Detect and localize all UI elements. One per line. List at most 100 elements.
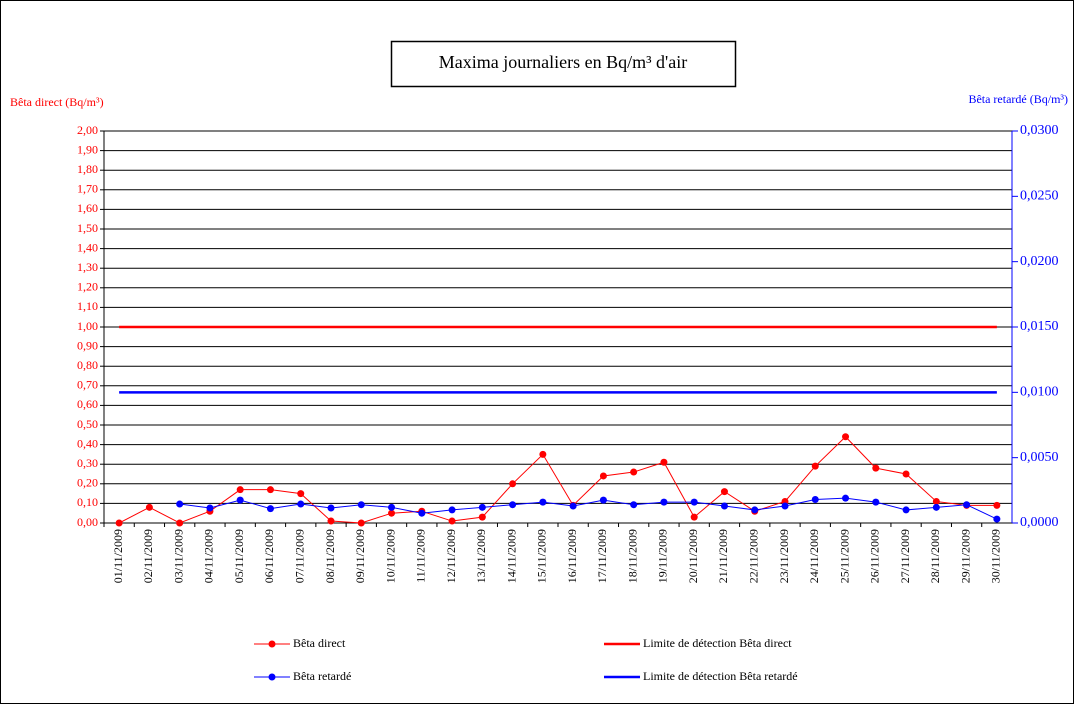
data-point (448, 517, 456, 525)
y-tick-label: 0,30 (77, 456, 98, 470)
x-tick-label: 05/11/2009 (232, 529, 246, 583)
data-point (327, 517, 335, 525)
x-tick-label: 13/11/2009 (474, 529, 488, 583)
data-point (176, 519, 184, 527)
legend-label: Limite de détection Bêta retardé (643, 669, 798, 683)
y-tick-label: 0,80 (77, 358, 98, 372)
data-point (660, 458, 668, 466)
y-tick-label: 0,50 (77, 417, 98, 431)
data-point (811, 462, 819, 470)
y-tick-label: 0,40 (77, 436, 98, 450)
x-tick-label: 04/11/2009 (202, 529, 216, 583)
series-line (118, 436, 997, 524)
y-tick-label: 1,50 (77, 221, 98, 235)
x-tick-label: 23/11/2009 (777, 529, 791, 583)
legend-marker (268, 640, 276, 648)
data-point (539, 450, 547, 458)
data-point (842, 433, 850, 441)
data-point (297, 490, 305, 498)
x-tick-label: 25/11/2009 (837, 529, 851, 583)
x-tick-label: 02/11/2009 (141, 529, 155, 583)
data-point (842, 494, 850, 502)
data-point (388, 509, 396, 517)
x-tick-label: 14/11/2009 (504, 529, 518, 583)
x-tick-label: 26/11/2009 (868, 529, 882, 583)
data-point (297, 500, 305, 508)
x-tick-label: 06/11/2009 (262, 529, 276, 583)
x-tick-label: 07/11/2009 (292, 529, 306, 583)
data-point (599, 472, 607, 480)
data-point (357, 519, 365, 527)
data-point (569, 502, 577, 510)
data-point (902, 470, 910, 478)
x-tick-label: 08/11/2009 (323, 529, 337, 583)
title-box (390, 40, 737, 88)
y-tick-label: 1,70 (77, 182, 98, 196)
x-tick-label: 09/11/2009 (353, 529, 367, 583)
data-point (932, 497, 940, 505)
y-tick-label: 1,00 (77, 319, 98, 333)
data-point (902, 506, 910, 514)
y2-tick-label: 0,0000 (1020, 515, 1059, 530)
legend-label: Limite de détection Bêta direct (643, 636, 792, 650)
legend-label: Bêta retardé (293, 669, 351, 683)
legend-label: Bêta direct (293, 636, 346, 650)
data-point (993, 515, 1001, 523)
chart-title: Maxima journaliers en Bq/m³ d'air (439, 52, 688, 72)
y2-tick-label: 0,0150 (1020, 319, 1059, 334)
data-point (388, 503, 396, 511)
x-tick-label: 20/11/2009 (686, 529, 700, 583)
y-tick-label: 1,20 (77, 280, 98, 294)
y-tick-label: 0,10 (77, 495, 98, 509)
y-axis-label: Bêta direct (Bq/m³) (10, 95, 104, 109)
data-point (630, 501, 638, 509)
y-tick-label: 1,30 (77, 260, 98, 274)
x-tick-label: 19/11/2009 (656, 529, 670, 583)
data-point (872, 464, 880, 472)
y2-tick-label: 0,0050 (1020, 450, 1059, 465)
x-tick-label: 27/11/2009 (898, 529, 912, 583)
data-point (418, 509, 426, 517)
data-point (115, 519, 123, 527)
data-point (236, 496, 244, 504)
data-point (720, 488, 728, 496)
y-tick-label: 1,40 (77, 240, 98, 254)
y-tick-label: 0,60 (77, 397, 98, 411)
data-point (327, 504, 335, 512)
data-point (176, 500, 184, 508)
data-point (448, 506, 456, 514)
y2-tick-label: 0,0300 (1020, 123, 1059, 138)
data-point (811, 495, 819, 503)
y-tick-label: 1,60 (77, 201, 98, 215)
data-point (145, 503, 153, 511)
data-point (236, 486, 244, 494)
data-point (266, 486, 274, 494)
x-tick-label: 29/11/2009 (958, 529, 972, 583)
data-point (781, 502, 789, 510)
data-point (660, 498, 668, 506)
data-point (599, 496, 607, 504)
data-point (357, 501, 365, 509)
data-point (509, 501, 517, 509)
x-tick-label: 11/11/2009 (414, 529, 428, 583)
x-tick-label: 12/11/2009 (444, 529, 458, 583)
x-tick-label: 10/11/2009 (383, 529, 397, 583)
x-tick-label: 17/11/2009 (595, 529, 609, 583)
data-point (720, 502, 728, 510)
y2-tick-label: 0,0100 (1020, 385, 1059, 400)
y2-tick-label: 0,0200 (1020, 254, 1059, 269)
x-tick-label: 15/11/2009 (535, 529, 549, 583)
data-point (872, 498, 880, 506)
y-tick-label: 0,20 (77, 476, 98, 490)
y-tick-label: 1,80 (77, 162, 98, 176)
x-tick-label: 01/11/2009 (111, 529, 125, 583)
data-point (963, 501, 971, 509)
data-point (630, 468, 638, 476)
data-point (932, 503, 940, 511)
data-point (206, 504, 214, 512)
x-tick-label: 21/11/2009 (716, 529, 730, 583)
y-tick-label: 1,90 (77, 142, 98, 156)
x-tick-label: 18/11/2009 (625, 529, 639, 583)
